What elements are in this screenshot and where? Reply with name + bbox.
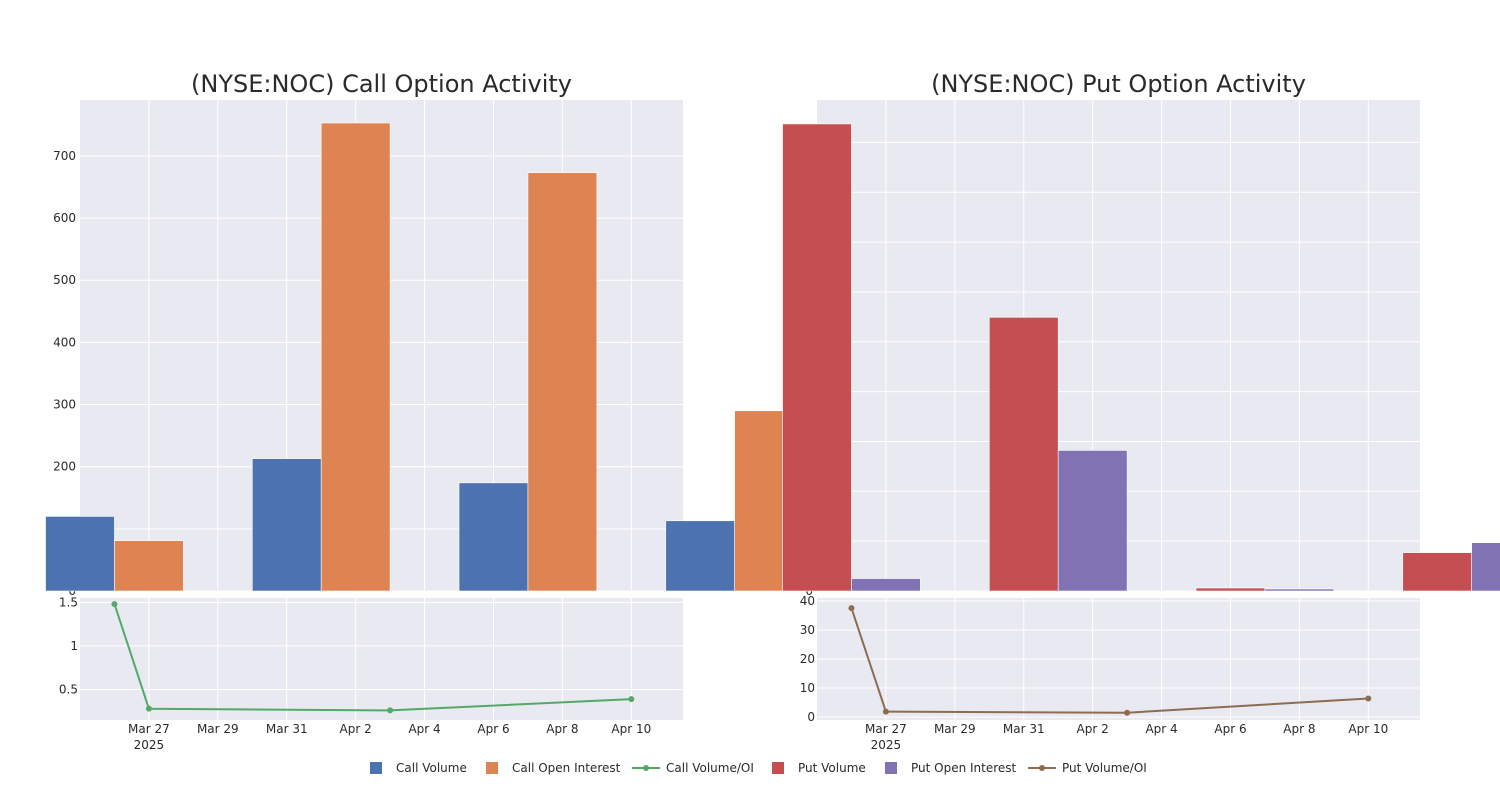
- open-interest-bar: [527, 172, 598, 592]
- y-tick-label: 1.5: [59, 595, 78, 609]
- y-tick-label: 700: [53, 149, 76, 163]
- open-interest-bar: [851, 578, 921, 592]
- x-tick-label: Apr 8: [546, 722, 578, 736]
- ratio-plot-area: [80, 598, 683, 720]
- x-tick-label: Apr 2: [340, 722, 372, 736]
- x-tick-label: Mar 31: [266, 722, 308, 736]
- chart-title: (NYSE:NOC) Put Option Activity: [931, 70, 1306, 98]
- y-tick-label: 30: [800, 623, 815, 637]
- x-tick-label: Apr 4: [408, 722, 440, 736]
- x-tick-label: Apr 10: [1348, 722, 1388, 736]
- y-tick-label: 0.5: [59, 683, 78, 697]
- x-tick-label: Mar 31: [1003, 722, 1045, 736]
- chart-title: (NYSE:NOC) Call Option Activity: [191, 70, 572, 98]
- ratio-point: [1124, 709, 1131, 716]
- ratio-point: [145, 705, 152, 712]
- open-interest-bar: [320, 122, 391, 592]
- y-tick-label: 500: [53, 273, 76, 287]
- legend-square-swatch: [486, 762, 498, 774]
- legend-square-swatch: [885, 762, 897, 774]
- volume-bar: [45, 516, 115, 592]
- volume-bar: [782, 123, 852, 592]
- legend-label: Put Volume/OI: [1062, 761, 1147, 775]
- x-tick-label: Apr 4: [1145, 722, 1177, 736]
- legend-label: Call Volume: [396, 761, 467, 775]
- x-tick-label: Mar 27: [865, 722, 907, 736]
- open-interest-bar: [114, 540, 184, 592]
- x-tick-label: Mar 29: [934, 722, 976, 736]
- y-tick-label: 20: [800, 652, 815, 666]
- x-tick-label: Apr 6: [1214, 722, 1246, 736]
- open-interest-bar: [1264, 588, 1335, 592]
- legend-marker: [643, 765, 649, 771]
- ratio-point: [1365, 695, 1372, 702]
- y-tick-label: 300: [53, 398, 76, 412]
- ratio-point: [111, 601, 118, 608]
- open-interest-bar: [1471, 542, 1500, 592]
- legend: Call Volume Call Open Interest Call Volume…: [370, 761, 1147, 775]
- legend-label: Put Open Interest: [911, 761, 1017, 775]
- x-tick-label: Apr 2: [1077, 722, 1109, 736]
- put-option-panel: (NYSE:NOC) Put Option Activity0100200300…: [782, 70, 1500, 752]
- ratio-point: [882, 708, 889, 715]
- legend-square-swatch: [772, 762, 784, 774]
- ratio-line: [850, 607, 1369, 714]
- volume-bar: [1195, 587, 1266, 592]
- ratio-line: [113, 603, 632, 712]
- y-tick-label: 1: [70, 639, 78, 653]
- y-tick-label: 10: [800, 681, 815, 695]
- volume-bar: [251, 458, 322, 592]
- y-tick-label: 0: [807, 710, 815, 724]
- x-tick-year: 2025: [871, 738, 902, 752]
- x-tick-label: Mar 27: [128, 722, 170, 736]
- x-tick-label: Apr 6: [477, 722, 509, 736]
- open-interest-bar: [1057, 450, 1128, 592]
- ratio-point: [848, 605, 855, 612]
- x-tick-label: Mar 29: [197, 722, 239, 736]
- legend-marker: [1039, 765, 1045, 771]
- legend-label: Call Open Interest: [512, 761, 621, 775]
- legend-label: Put Volume: [798, 761, 866, 775]
- x-tick-label: Apr 8: [1283, 722, 1315, 736]
- legend-square-swatch: [370, 762, 382, 774]
- volume-bar: [1402, 552, 1472, 592]
- y-tick-label: 600: [53, 211, 76, 225]
- x-tick-year: 2025: [134, 738, 165, 752]
- x-tick-label: Apr 10: [611, 722, 651, 736]
- volume-bar: [458, 482, 529, 592]
- ratio-point: [628, 696, 635, 703]
- y-tick-label: 400: [53, 335, 76, 349]
- volume-bar: [665, 520, 735, 592]
- ratio-point: [387, 707, 394, 714]
- volume-bar: [988, 317, 1059, 592]
- y-tick-label: 40: [800, 594, 815, 608]
- legend-label: Call Volume/OI: [666, 761, 754, 775]
- call-option-panel: (NYSE:NOC) Call Option Activity010020030…: [45, 70, 804, 752]
- y-tick-label: 200: [53, 460, 76, 474]
